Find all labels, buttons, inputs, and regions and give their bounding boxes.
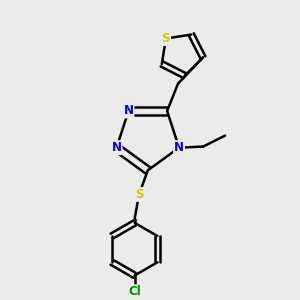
Text: S: S — [162, 32, 170, 45]
Text: Cl: Cl — [128, 285, 141, 298]
Text: N: N — [124, 104, 134, 117]
Text: N: N — [112, 141, 122, 154]
Text: N: N — [174, 141, 184, 154]
Text: S: S — [135, 188, 143, 201]
